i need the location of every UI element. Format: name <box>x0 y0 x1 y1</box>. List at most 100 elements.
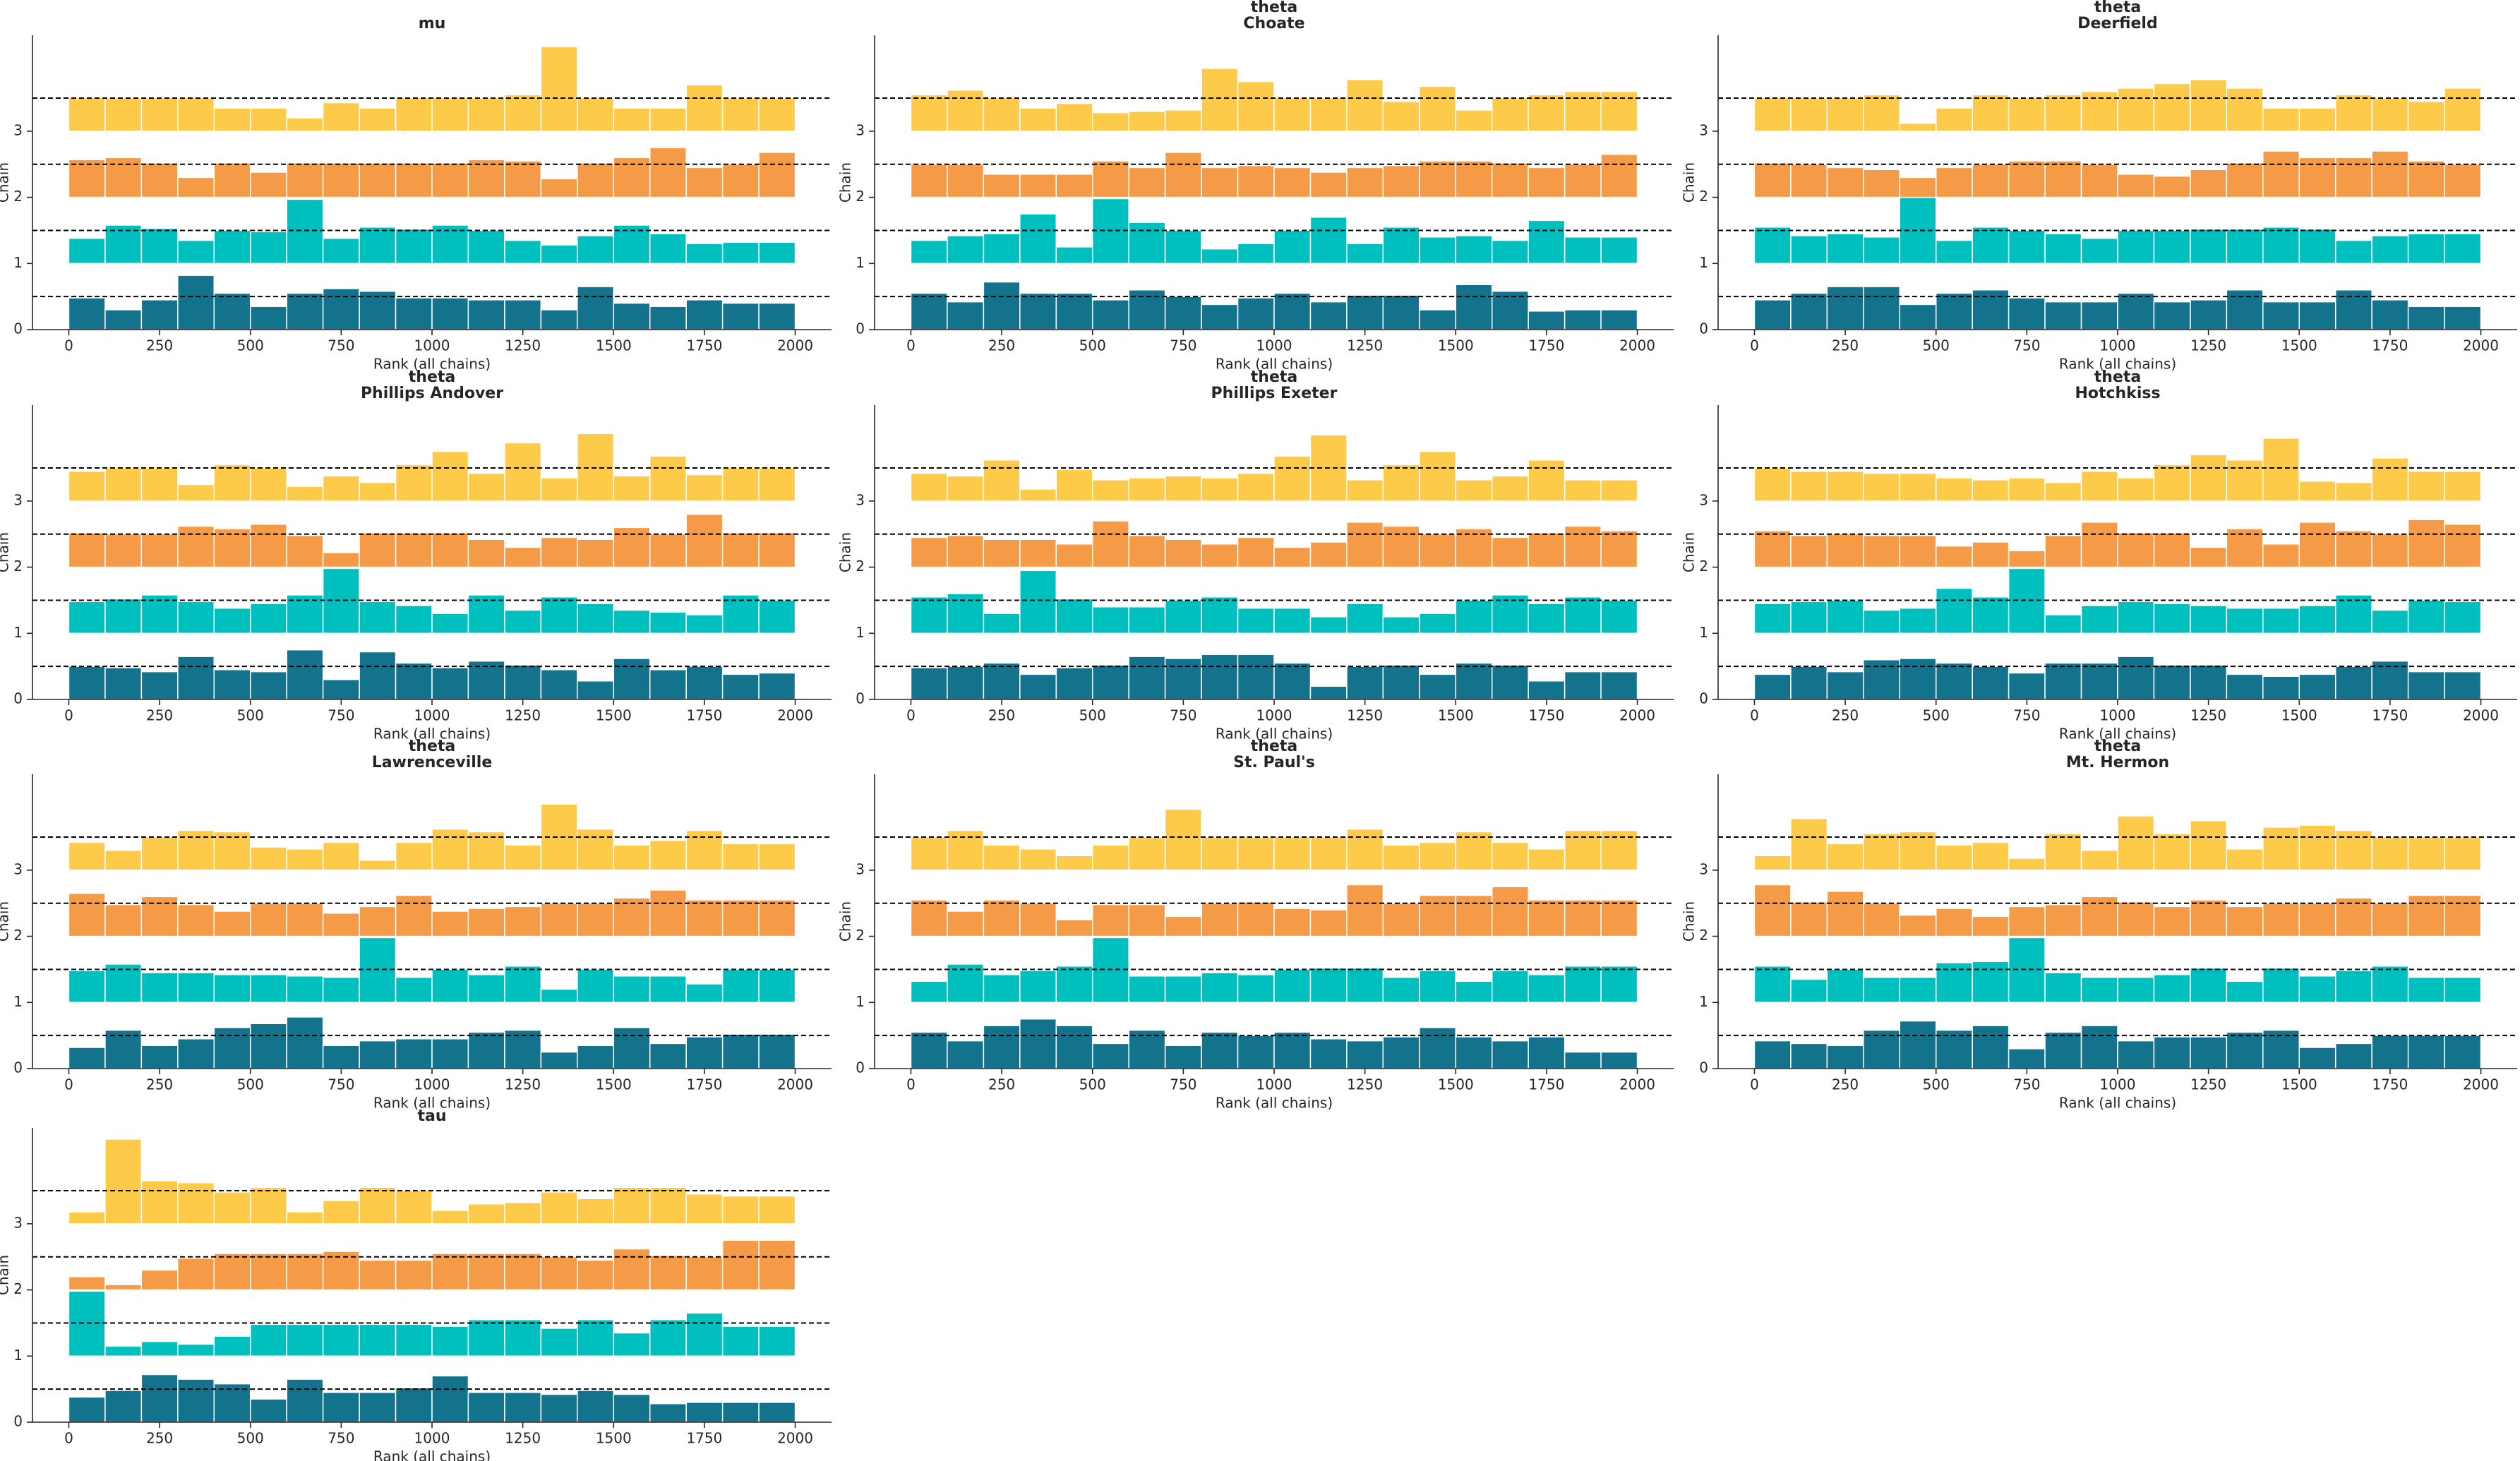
bar <box>1309 685 1348 700</box>
x-tick-label: 2000 <box>2463 1076 2499 1093</box>
bar <box>947 666 985 700</box>
bar <box>721 673 760 700</box>
bar <box>2262 675 2300 700</box>
bar <box>1935 545 1973 568</box>
bar <box>359 162 397 198</box>
x-tick-label: 1750 <box>686 1076 722 1093</box>
bar <box>177 1182 215 1225</box>
chart-title: theta <box>409 368 455 386</box>
bar <box>2226 528 2264 568</box>
bar <box>1491 239 1529 265</box>
bar <box>1128 606 1166 635</box>
bar <box>721 302 760 330</box>
bar <box>1055 469 1093 502</box>
x-tick-label: 0 <box>906 707 916 724</box>
bar <box>249 467 287 502</box>
bar <box>983 174 1021 198</box>
bar <box>1019 292 1057 330</box>
bar <box>1346 294 1384 330</box>
bar <box>2444 88 2482 132</box>
bar <box>1455 599 1493 635</box>
bar <box>395 464 433 502</box>
bar <box>540 178 578 198</box>
bar <box>577 539 615 568</box>
bar <box>395 162 433 198</box>
bar <box>395 605 433 635</box>
bar <box>177 97 215 132</box>
bar <box>1309 909 1348 937</box>
x-tick-label: 1000 <box>2100 1076 2136 1093</box>
bar <box>1346 243 1384 265</box>
bar <box>467 1203 505 1225</box>
y-axis-label: Chain <box>0 162 12 203</box>
x-tick-label: 2000 <box>777 337 813 354</box>
bar <box>504 94 542 132</box>
x-tick-label: 1000 <box>414 1076 450 1093</box>
bar <box>685 899 724 937</box>
bar <box>1935 662 1973 700</box>
bar <box>1309 836 1348 871</box>
x-tick-label: 500 <box>237 1430 264 1447</box>
bar <box>1346 522 1384 568</box>
bar <box>359 1186 397 1225</box>
bar <box>395 1323 433 1357</box>
bar <box>1164 658 1202 700</box>
x-tick-label: 2000 <box>1619 337 1655 354</box>
bar <box>1091 479 1129 502</box>
bar <box>2117 532 2155 568</box>
bar <box>1826 968 1864 1004</box>
bar <box>213 464 251 502</box>
bar <box>1753 855 1792 871</box>
bar <box>2117 976 2155 1004</box>
bar <box>2153 229 2191 265</box>
x-tick-label: 1250 <box>2190 337 2226 354</box>
bar <box>2371 235 2409 265</box>
bar <box>983 233 1021 265</box>
bar <box>322 841 360 871</box>
bar <box>1753 673 1792 700</box>
bar <box>1201 477 1239 502</box>
bar <box>758 968 796 1004</box>
bar <box>1309 172 1348 198</box>
bar <box>649 889 687 937</box>
bar <box>1455 235 1493 265</box>
bar <box>2298 673 2336 700</box>
bar <box>104 903 143 937</box>
bar <box>2444 163 2482 198</box>
bar <box>1972 961 2010 1004</box>
bar <box>613 897 651 937</box>
x-axis-label: Rank (all chains) <box>2059 356 2176 373</box>
bar <box>2444 233 2482 265</box>
bar <box>1091 520 1129 568</box>
bar <box>1201 972 1239 1004</box>
bar <box>359 532 397 568</box>
bar <box>1419 673 1457 700</box>
bar <box>613 1186 651 1225</box>
x-tick-label: 750 <box>1170 1076 1196 1093</box>
bar <box>177 972 215 1004</box>
bar <box>2226 906 2264 937</box>
bar <box>2298 824 2336 871</box>
bar <box>758 152 796 198</box>
bar <box>1455 831 1493 871</box>
bar <box>1863 902 1901 937</box>
bar <box>758 532 796 568</box>
bar <box>431 613 469 635</box>
bar <box>1790 235 1828 265</box>
bar <box>1899 831 1937 871</box>
x-tick-label: 1750 <box>1528 1076 1564 1093</box>
bar <box>1128 836 1166 871</box>
bar <box>577 1390 615 1423</box>
bar <box>721 241 760 265</box>
bar <box>1863 169 1901 198</box>
chart-subtitle: Phillips Exeter <box>1211 385 1338 402</box>
bar <box>1899 976 1937 1004</box>
bar <box>213 162 251 198</box>
bar <box>2226 673 2264 700</box>
bar <box>1346 479 1384 502</box>
bar <box>1790 1042 1828 1069</box>
bar <box>2262 607 2300 635</box>
bar <box>467 97 505 132</box>
bar <box>721 97 760 132</box>
bar <box>1164 915 1202 937</box>
